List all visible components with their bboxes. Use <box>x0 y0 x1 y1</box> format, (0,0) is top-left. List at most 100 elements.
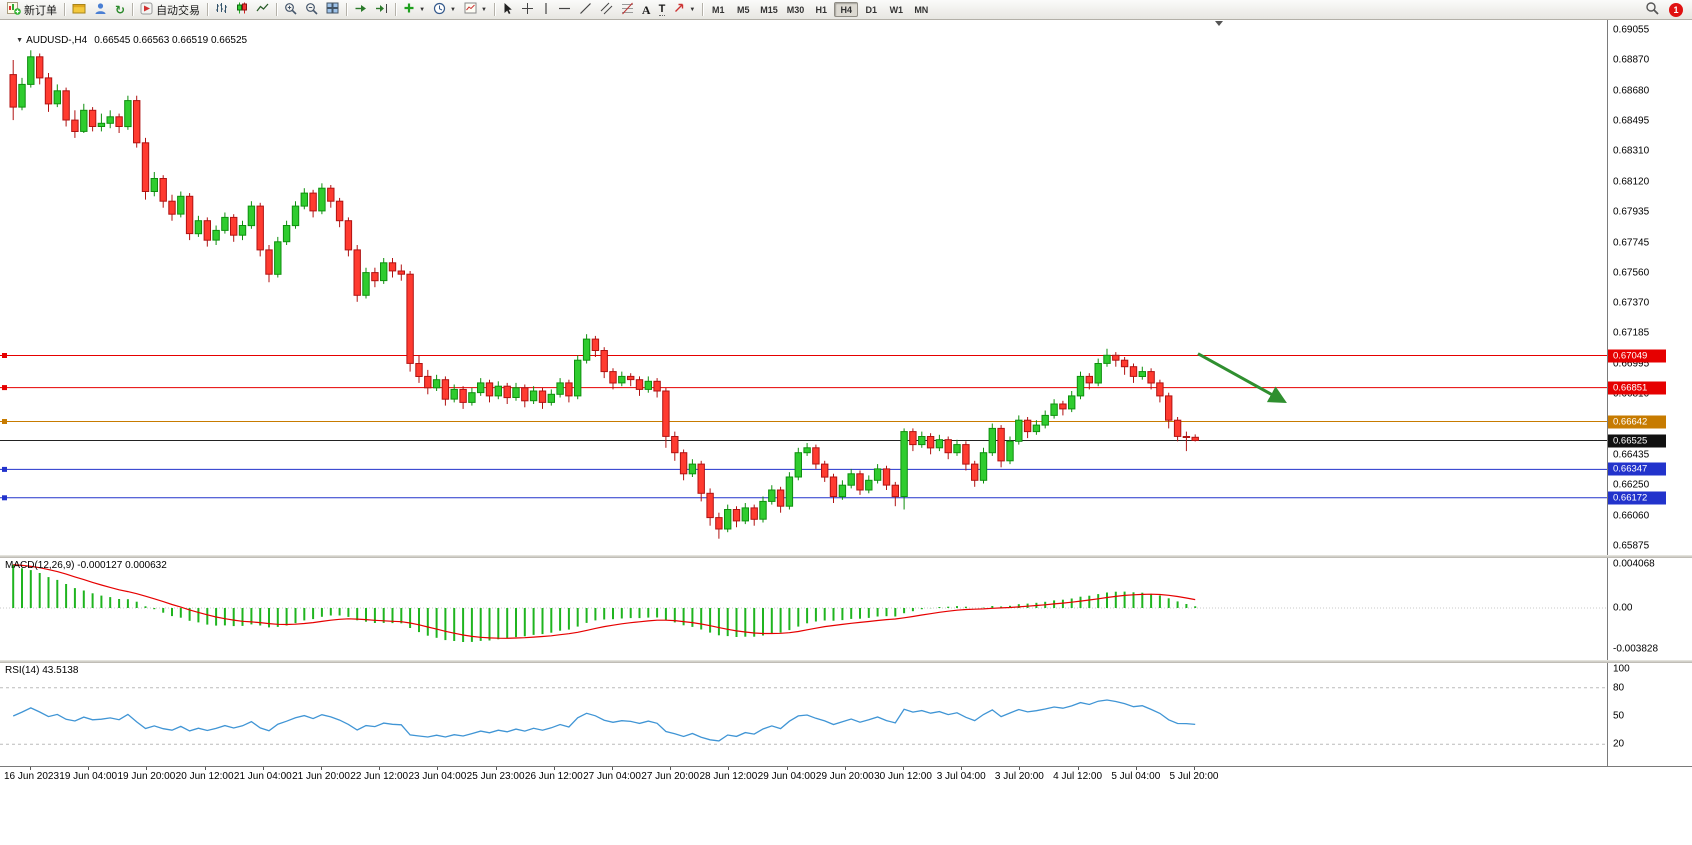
autotrading-button[interactable]: 自动交易 <box>136 1 204 18</box>
search-button[interactable] <box>1641 1 1663 18</box>
time-axis-tick <box>321 767 322 770</box>
timeframe-m5-button[interactable]: M5 <box>731 2 755 17</box>
price-axis-label: 0.68680 <box>1613 85 1650 97</box>
time-axis-label: 25 Jun 23:00 <box>466 771 525 782</box>
vertical-line-button[interactable] <box>538 1 554 18</box>
refresh-icon: ↻ <box>115 2 126 17</box>
timeframe-d1-button[interactable]: D1 <box>859 2 883 17</box>
price-axis-border <box>1607 20 1608 766</box>
timeframe-w1-button[interactable]: W1 <box>884 2 908 17</box>
price-axis-label: 0.68870 <box>1613 54 1650 66</box>
trendline-button[interactable] <box>575 1 596 18</box>
crosshair-icon <box>521 2 534 18</box>
horizontal-line-button[interactable] <box>554 1 575 18</box>
chevron-down-icon: ▼ <box>419 6 426 13</box>
time-axis-label: 3 Jul 04:00 <box>936 771 986 782</box>
price-axis-label: 0.67745 <box>1613 237 1650 249</box>
time-axis-label: 4 Jul 12:00 <box>1053 771 1103 782</box>
periods-button[interactable]: ▼ <box>429 1 460 18</box>
arrows-icon <box>673 2 685 17</box>
search-icon <box>1645 1 1659 18</box>
equidistant-channel-button[interactable] <box>596 1 617 18</box>
vertical-line-icon <box>542 2 550 18</box>
crosshair-button[interactable] <box>517 1 538 18</box>
timeframe-h4-button[interactable]: H4 <box>834 2 859 17</box>
zoom-in-icon <box>284 2 297 18</box>
tile-windows-button[interactable] <box>322 1 343 18</box>
cursor-button[interactable] <box>498 1 517 18</box>
main-chart-canvas[interactable] <box>0 20 1607 555</box>
notification-badge[interactable]: 1 <box>1669 2 1683 17</box>
chart-shift-button[interactable] <box>371 1 392 18</box>
macd-indicator-canvas[interactable] <box>0 558 1607 660</box>
time-axis-tick <box>670 767 672 770</box>
indicators-button[interactable]: ▼ <box>399 1 429 18</box>
time-axis-label: 19 Jun 04:00 <box>59 771 118 782</box>
timeframe-m15-button[interactable]: M15 <box>756 2 782 17</box>
fibonacci-button[interactable] <box>617 1 638 18</box>
refresh-button[interactable]: ↻ <box>111 1 129 18</box>
toolbar-separator <box>493 3 495 16</box>
cursor-icon <box>502 2 513 18</box>
arrows-button[interactable]: ▼ <box>669 1 699 18</box>
time-axis-tick <box>844 767 846 770</box>
new-order-button[interactable]: 新订单 <box>3 1 61 18</box>
price-level-badge: 0.66525 <box>1608 434 1666 448</box>
autotrading-label: 自动交易 <box>156 4 201 17</box>
time-axis-label: 21 Jun 20:00 <box>292 771 350 782</box>
price-level-badge: 0.66347 <box>1608 462 1666 476</box>
text-button[interactable]: A <box>638 1 655 18</box>
candlestick-chart-button[interactable] <box>232 1 252 18</box>
time-axis-tick <box>961 767 963 770</box>
rsi-axis-label: 50 <box>1613 710 1625 722</box>
chevron-down-icon: ▼ <box>480 6 487 13</box>
main-toolbar: 新订单 ↻ 自动交易 ▼ ▼ ▼ A T ▼ <box>0 0 1692 20</box>
price-axis-label: 0.65875 <box>1613 540 1650 552</box>
fibonacci-icon <box>621 2 634 18</box>
auto-scroll-button[interactable] <box>350 1 371 18</box>
text-icon: A <box>641 2 651 17</box>
time-axis-tick <box>379 767 381 770</box>
price-axis-label: 0.67370 <box>1613 297 1650 309</box>
zoom-out-icon <box>305 2 318 18</box>
price-level-badge: 0.66851 <box>1608 381 1666 395</box>
timeframe-m30-button[interactable]: M30 <box>783 2 809 17</box>
macd-indicator-label: MACD(12,26,9) -0.000127 0.000632 <box>5 560 167 571</box>
time-axis-tick <box>146 767 148 770</box>
timeframe-h1-button[interactable]: H1 <box>809 2 833 17</box>
new-order-icon <box>7 1 21 18</box>
panel-separator[interactable] <box>0 660 1692 663</box>
rsi-indicator-canvas[interactable] <box>0 663 1607 766</box>
text-label-button[interactable]: T <box>655 1 670 18</box>
time-axis-tick <box>903 767 904 770</box>
timeframe-m1-button[interactable]: M1 <box>706 2 730 17</box>
timeframe-mn-button[interactable]: MN <box>909 2 933 17</box>
toolbar-separator <box>395 3 397 16</box>
chart-title: ▼ AUDUSD-,H4 0.66545 0.66563 0.66519 0.665… <box>5 24 247 57</box>
price-axis-label: 0.66435 <box>1613 449 1650 461</box>
bar-chart-button[interactable] <box>211 1 232 18</box>
time-axis-label: 20 Jun 12:00 <box>175 771 234 782</box>
time-axis-label: 27 Jun 04:00 <box>583 771 641 782</box>
templates-button[interactable]: ▼ <box>460 1 491 18</box>
price-axis-label: 0.69055 <box>1613 24 1650 36</box>
one-click-collapse-icon[interactable]: ▼ <box>16 37 24 44</box>
toolbar-separator <box>702 3 704 16</box>
indicators-icon <box>403 2 415 17</box>
price-axis-label: 0.68120 <box>1613 176 1650 188</box>
time-axis-label: 16 Jun 2023 <box>4 771 60 782</box>
tile-windows-icon <box>326 2 339 17</box>
time-axis-label: 5 Jul 04:00 <box>1111 771 1161 782</box>
time-axis-tick <box>1019 767 1021 770</box>
time-axis-tick <box>1077 767 1079 770</box>
time-axis-label: 26 Jun 12:00 <box>524 771 583 782</box>
line-chart-button[interactable] <box>252 1 273 18</box>
time-axis[interactable]: 16 Jun 2023 19 Jun 04:00 19 Jun 20:00 20 Ju… <box>0 766 1692 787</box>
time-axis-label: 28 Jun 12:00 <box>699 771 758 782</box>
new-chart-button[interactable] <box>68 1 90 18</box>
profiles-button[interactable] <box>90 1 111 18</box>
zoom-in-button[interactable] <box>280 1 301 18</box>
panel-separator[interactable] <box>0 555 1692 558</box>
zoom-out-button[interactable] <box>301 1 322 18</box>
